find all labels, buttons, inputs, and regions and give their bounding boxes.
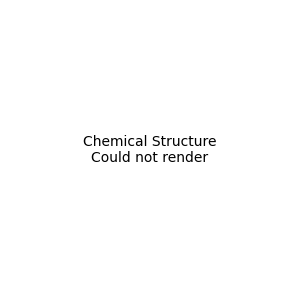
Text: Chemical Structure
Could not render: Chemical Structure Could not render (83, 135, 217, 165)
